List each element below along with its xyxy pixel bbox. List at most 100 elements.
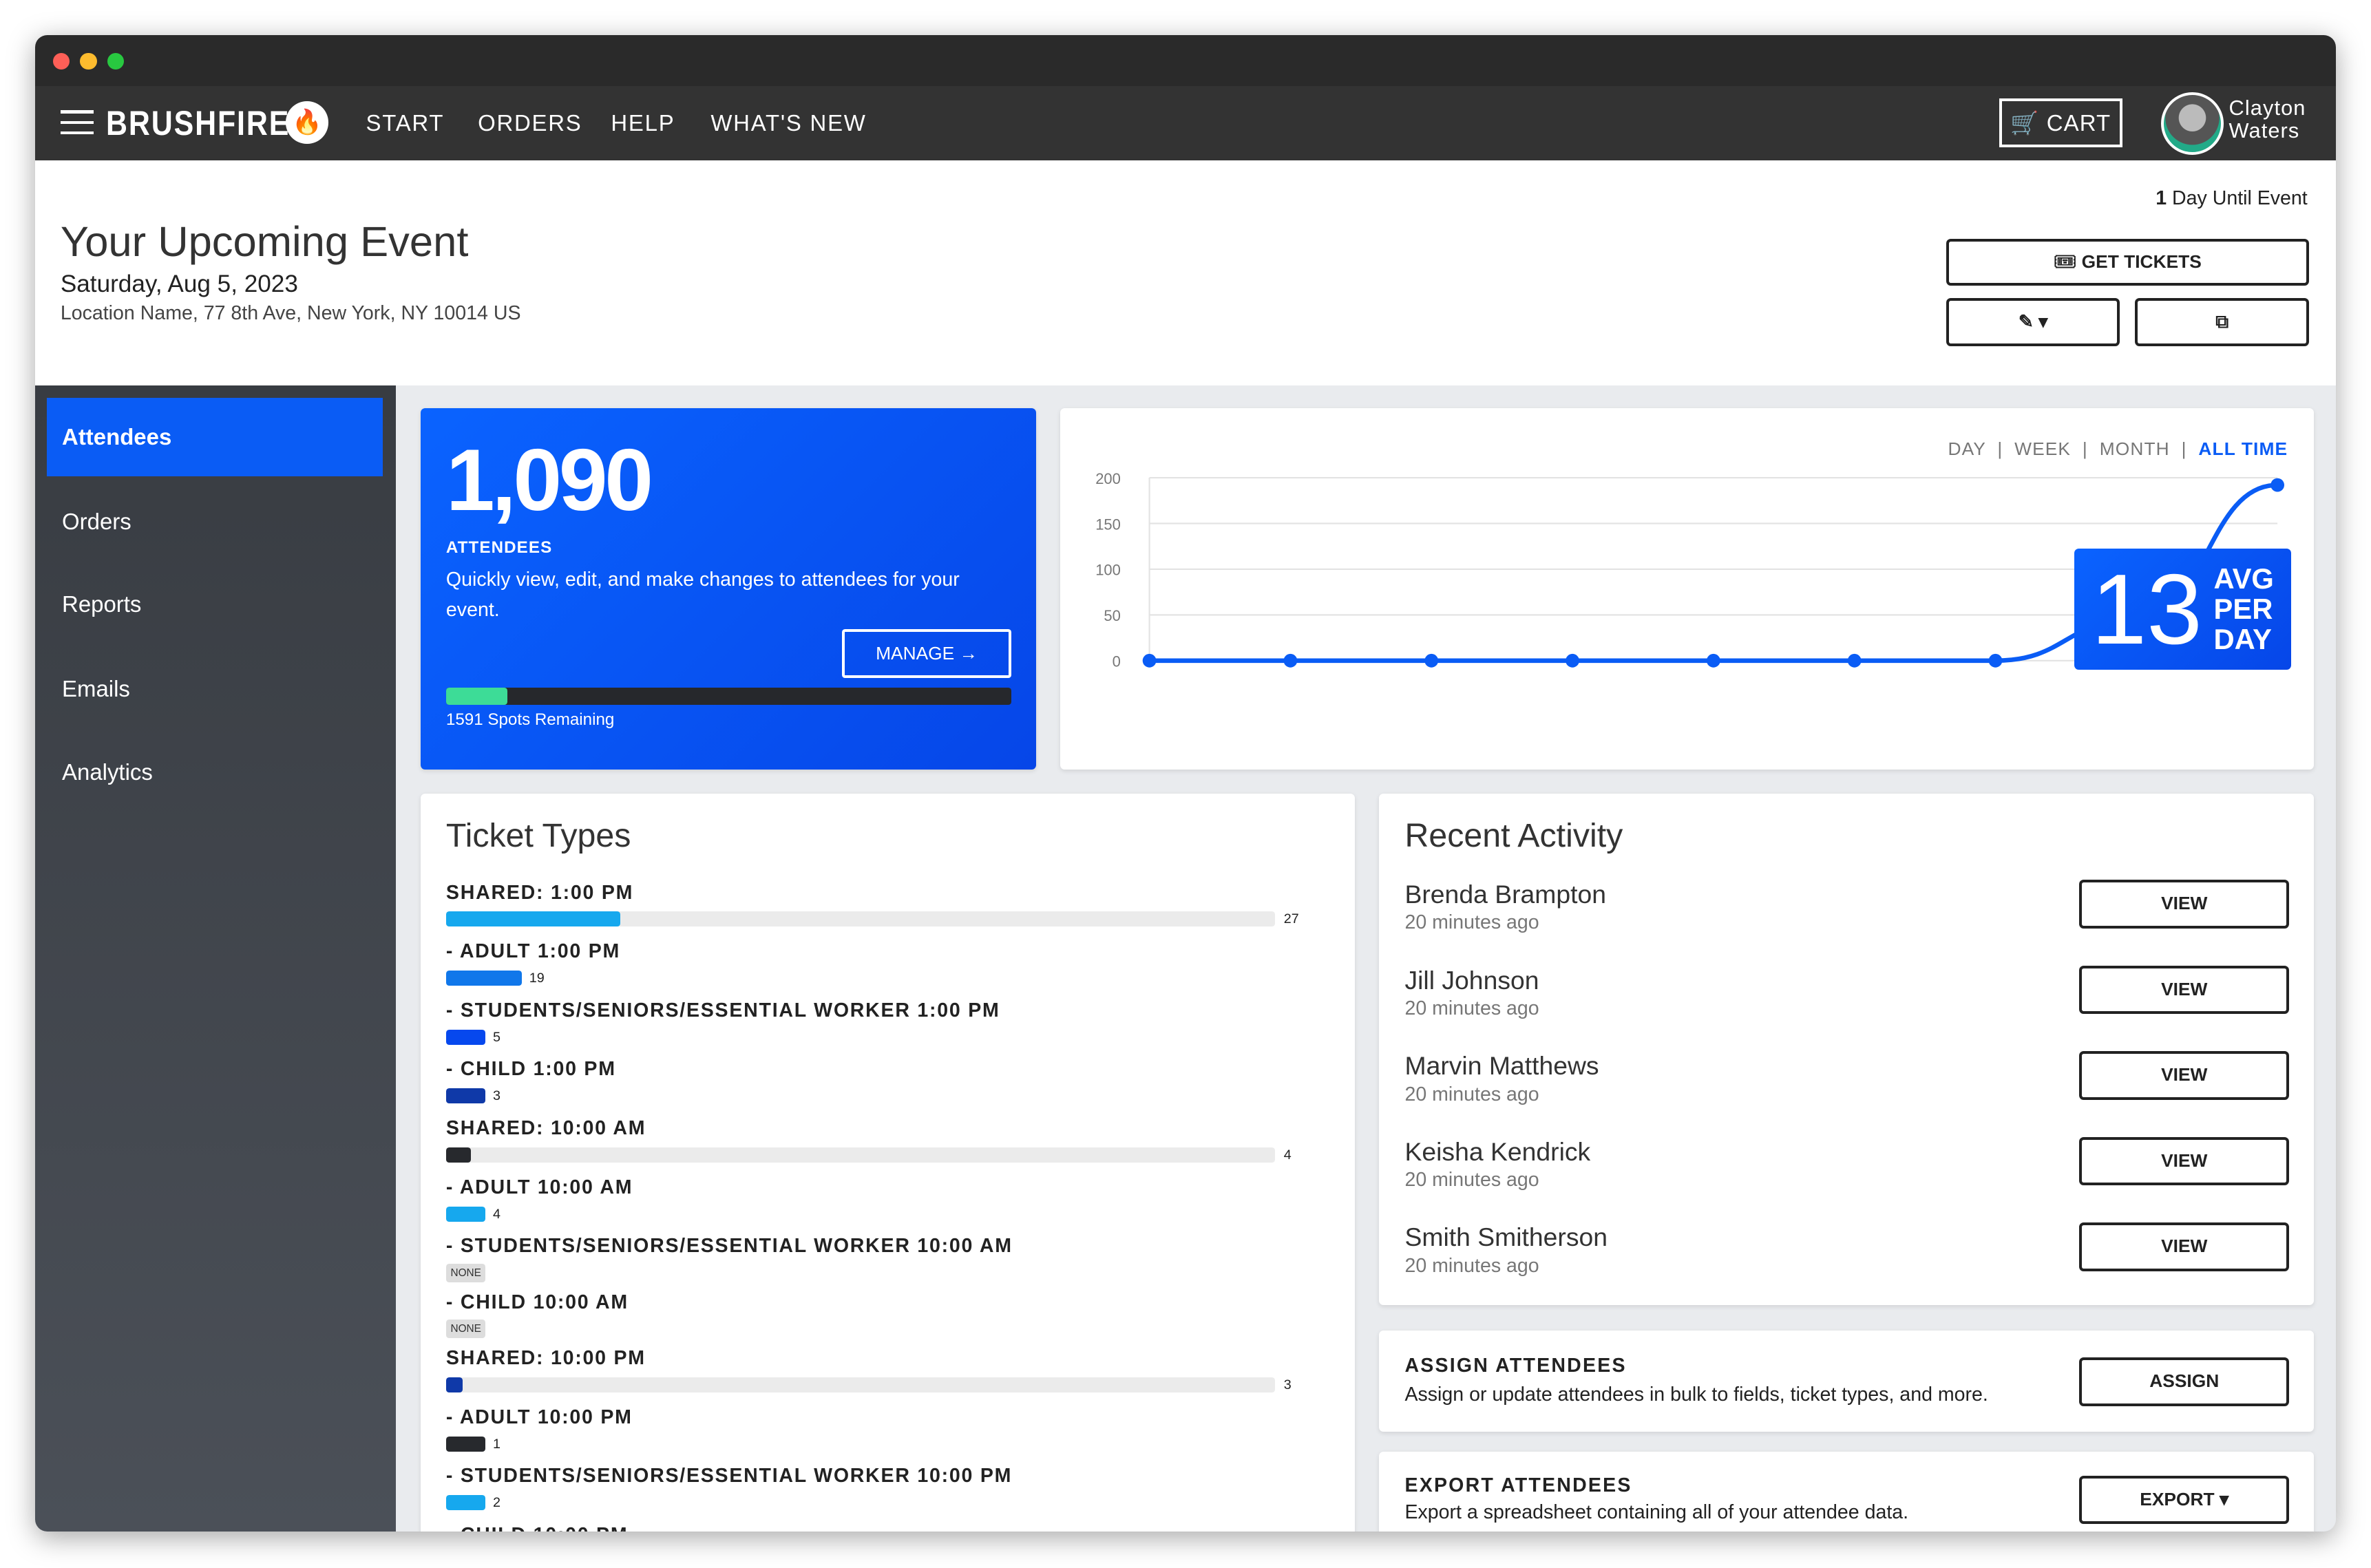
assign-description: Assign or update attendees in bulk to fi…	[1404, 1383, 1988, 1406]
y-tick-label: 150	[1095, 516, 1121, 533]
ticket-type-track	[445, 1377, 1275, 1392]
data-point	[2270, 478, 2284, 492]
cart-label: CART	[2046, 109, 2111, 136]
ticket-type-track	[445, 911, 1275, 927]
manage-button[interactable]: MANAGE →	[842, 628, 1011, 679]
range-week[interactable]: WEEK	[2014, 438, 2072, 459]
caret-down-icon: ▾	[2038, 310, 2048, 332]
view-button[interactable]: VIEW	[2079, 1222, 2290, 1271]
ticket-type-bar	[445, 1377, 463, 1392]
nav-start[interactable]: START	[366, 110, 445, 136]
ticket-type-bar	[445, 971, 522, 986]
view-button[interactable]: VIEW	[2079, 880, 2290, 929]
arrow-right-icon: →	[959, 642, 978, 664]
attendees-description: Quickly view, edit, and make changes to …	[445, 569, 960, 622]
avatar[interactable]	[2160, 92, 2224, 156]
nav-orders[interactable]: ORDERS	[478, 110, 582, 136]
ticket-type-label: SHARED: 10:00 PM	[445, 1347, 646, 1369]
sidebar-item-orders[interactable]: Orders	[62, 508, 131, 534]
sidebar-item-analytics[interactable]: Analytics	[62, 759, 153, 785]
ticket-type-count: 3	[1283, 1377, 1292, 1392]
activity-time: 20 minutes ago	[1404, 1254, 1539, 1277]
ticket-type-label: - STUDENTS/SENIORS/ESSENTIAL WORKER 1:00…	[445, 999, 1000, 1021]
edit-dropdown-button[interactable]: ✎ ▾	[1946, 297, 2120, 346]
ticket-type-bar	[445, 1147, 472, 1163]
y-tick-label: 0	[1112, 653, 1120, 670]
ticket-type-bar	[445, 1436, 486, 1452]
nav-help[interactable]: HELP	[611, 110, 675, 136]
close-window-button[interactable]	[52, 52, 70, 70]
ticket-type-count: 1	[493, 1436, 500, 1452]
range-all-time[interactable]: ALL TIME	[2198, 438, 2288, 459]
days-count: 1	[2156, 187, 2167, 210]
ticket-type-label: - STUDENTS/SENIORS/ESSENTIAL WORKER 10:0…	[445, 1465, 1013, 1487]
activity-time: 20 minutes ago	[1404, 1169, 1539, 1191]
spots-remaining: 1591 Spots Remaining	[445, 710, 615, 730]
pencil-icon: ✎	[2018, 310, 2034, 332]
y-tick-label: 100	[1095, 562, 1121, 579]
ticket-type-bar	[445, 911, 620, 927]
view-button[interactable]: VIEW	[2079, 965, 2290, 1015]
flame-logo-icon: 🔥	[286, 101, 328, 144]
export-label: EXPORT	[2140, 1488, 2215, 1509]
activity-name: Jill Johnson	[1404, 965, 1539, 995]
view-button[interactable]: VIEW	[2079, 1136, 2290, 1186]
ticket-type-bar	[445, 1029, 486, 1045]
export-button[interactable]: EXPORT ▾	[2079, 1475, 2290, 1524]
sidebar-item-emails[interactable]: Emails	[62, 676, 130, 702]
avg-value: 13	[2091, 553, 2202, 665]
data-point	[1706, 653, 1720, 668]
avg-per-day-badge: 13 AVG PER DAY	[2074, 549, 2291, 670]
assign-button[interactable]: ASSIGN	[2079, 1357, 2290, 1406]
range-day[interactable]: DAY	[1948, 438, 1986, 459]
ticket-type-label: - ADULT 1:00 PM	[445, 940, 621, 963]
user-name[interactable]: Clayton Waters	[2229, 96, 2306, 142]
cart-button[interactable]: 🛒 CART	[1999, 98, 2122, 148]
minimize-window-button[interactable]	[80, 52, 97, 70]
ticket-type-label: - ADULT 10:00 AM	[445, 1176, 633, 1198]
top-nav: BRUSHFIRE 🔥 START ORDERS HELP WHAT'S NEW…	[34, 86, 2337, 160]
event-location: Location Name, 77 8th Ave, New York, NY …	[60, 302, 521, 325]
activity-time: 20 minutes ago	[1404, 911, 1539, 934]
activity-time: 20 minutes ago	[1404, 997, 1539, 1019]
data-point	[1565, 653, 1579, 668]
maximize-window-button[interactable]	[107, 52, 125, 70]
ticket-type-label: - CHILD 10:00 AM	[445, 1291, 629, 1313]
ticket-type-label: - CHILD 1:00 PM	[445, 1058, 616, 1081]
ticket-type-label: - ADULT 10:00 PM	[445, 1406, 633, 1428]
activity-name: Smith Smitherson	[1404, 1222, 1608, 1252]
sidebar: Attendees Orders Reports Emails Analytic…	[34, 385, 397, 1532]
avg-label-line: DAY	[2213, 623, 2272, 656]
activity-name: Keisha Kendrick	[1404, 1136, 1591, 1166]
none-badge: NONE	[445, 1264, 486, 1282]
copy-button[interactable]: ⧉	[2135, 297, 2309, 346]
assign-attendees-card: ASSIGN ATTENDEES Assign or update attend…	[1379, 1330, 2314, 1432]
data-point	[1847, 653, 1862, 668]
range-month[interactable]: MONTH	[2099, 438, 2170, 459]
activity-name: Brenda Brampton	[1404, 880, 1607, 909]
app-window: BRUSHFIRE 🔥 START ORDERS HELP WHAT'S NEW…	[34, 34, 2337, 1532]
nav-whats-new[interactable]: WHAT'S NEW	[710, 110, 867, 136]
attendees-card: 1,090 ATTENDEES Quickly view, edit, and …	[420, 408, 1036, 770]
export-attendees-card: EXPORT ATTENDEES Export a spreadsheet co…	[1379, 1451, 2314, 1532]
copy-icon: ⧉	[2215, 310, 2229, 332]
ticket-type-label: - CHILD 10:00 PM	[446, 1524, 628, 1532]
export-title: EXPORT ATTENDEES	[1404, 1474, 1632, 1496]
get-tickets-button[interactable]: 🎟 GET TICKETS	[1946, 239, 2309, 286]
ticket-type-label: SHARED: 10:00 AM	[445, 1117, 646, 1140]
ticket-type-count: 5	[493, 1029, 500, 1045]
sidebar-item-reports[interactable]: Reports	[62, 591, 142, 617]
hamburger-menu-icon[interactable]	[60, 110, 94, 136]
view-button[interactable]: VIEW	[2079, 1051, 2290, 1100]
ticket-type-track	[445, 1147, 1275, 1163]
ticket-type-count: 27	[1283, 911, 1299, 927]
ticket-types-title: Ticket Types	[445, 817, 631, 855]
ticket-icon: 🎟	[2053, 251, 2077, 273]
brand-logo[interactable]: BRUSHFIRE	[105, 103, 290, 143]
assign-title: ASSIGN ATTENDEES	[1404, 1354, 1627, 1377]
days-label: Day Until Event	[2167, 187, 2308, 210]
data-point	[1988, 653, 2003, 668]
data-point	[1142, 653, 1157, 668]
sidebar-item-attendees[interactable]: Attendees	[47, 397, 383, 476]
ticket-type-bar	[445, 1495, 486, 1511]
